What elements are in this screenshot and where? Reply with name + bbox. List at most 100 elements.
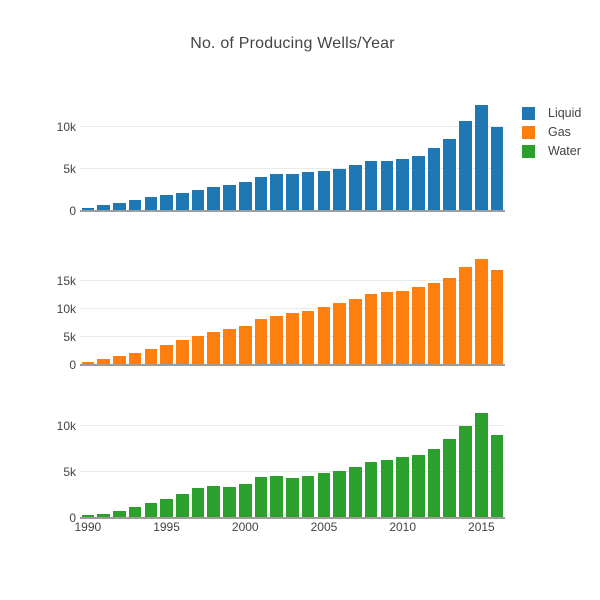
bar-liquid-1990[interactable] <box>81 207 95 211</box>
bar-water-2003[interactable] <box>286 477 299 518</box>
bar-liquid-1994[interactable] <box>144 197 158 211</box>
bar-gas-2012[interactable] <box>427 283 441 366</box>
legend-item-water[interactable]: Water <box>522 142 581 161</box>
bar-water-2012[interactable] <box>427 449 441 518</box>
bar-water-2014[interactable] <box>459 425 472 518</box>
bar-slot <box>222 253 238 366</box>
bar-slot <box>127 99 143 211</box>
bar-water-1999[interactable] <box>223 487 236 518</box>
bar-water-2015[interactable] <box>474 412 488 518</box>
bar-water-2009[interactable] <box>380 460 394 518</box>
bar-water-1993[interactable] <box>128 506 142 518</box>
bar-water-2010[interactable] <box>396 457 409 518</box>
bar-water-2004[interactable] <box>301 475 315 518</box>
bar-gas-2015[interactable] <box>474 259 488 366</box>
bar-water-1996[interactable] <box>175 493 189 518</box>
bar-gas-1995[interactable] <box>160 344 173 366</box>
bar-gas-2007[interactable] <box>349 299 362 366</box>
bar-gas-1993[interactable] <box>128 353 142 366</box>
bar-gas-2016[interactable] <box>490 270 504 366</box>
bar-liquid-1999[interactable] <box>223 184 236 211</box>
x-tick-label-2015: 2015 <box>468 520 495 534</box>
bar-gas-2003[interactable] <box>286 312 299 366</box>
bar-liquid-2012[interactable] <box>427 148 441 211</box>
bar-slot <box>395 406 411 518</box>
bar-slot <box>206 253 222 366</box>
bar-liquid-2016[interactable] <box>490 126 504 211</box>
bar-slot <box>458 406 474 518</box>
bar-gas-2009[interactable] <box>380 292 394 366</box>
bar-gas-1998[interactable] <box>207 331 221 366</box>
bar-liquid-2010[interactable] <box>396 158 409 211</box>
bar-slot <box>363 99 379 211</box>
bar-water-2008[interactable] <box>364 461 378 518</box>
bar-liquid-1998[interactable] <box>207 186 221 211</box>
bar-liquid-2003[interactable] <box>286 173 299 211</box>
bar-water-2011[interactable] <box>412 455 425 518</box>
bar-gas-1991[interactable] <box>97 359 110 366</box>
bar-liquid-2008[interactable] <box>364 161 378 211</box>
bar-liquid-2011[interactable] <box>412 155 425 211</box>
bar-water-1992[interactable] <box>113 511 126 518</box>
bar-water-1994[interactable] <box>144 503 158 518</box>
bar-gas-1990[interactable] <box>81 361 95 366</box>
bar-water-2002[interactable] <box>270 476 283 518</box>
bar-gas-2002[interactable] <box>270 315 283 366</box>
bar-water-1990[interactable] <box>81 515 95 518</box>
bar-water-1997[interactable] <box>191 488 205 518</box>
bar-liquid-2001[interactable] <box>254 176 268 211</box>
bar-water-2001[interactable] <box>254 476 268 518</box>
bar-liquid-1995[interactable] <box>160 195 173 211</box>
bar-water-1995[interactable] <box>160 499 173 518</box>
bar-slot <box>159 406 175 518</box>
bar-liquid-2002[interactable] <box>270 173 283 211</box>
bar-liquid-2007[interactable] <box>349 164 362 211</box>
bar-gas-2014[interactable] <box>459 267 472 366</box>
x-tick-label-1990: 1990 <box>74 520 102 534</box>
bar-slot <box>127 406 143 518</box>
gridline-gas-10k <box>80 307 505 309</box>
bar-liquid-1997[interactable] <box>191 189 205 211</box>
bar-gas-1994[interactable] <box>144 349 158 366</box>
bar-gas-2010[interactable] <box>396 290 409 366</box>
bar-water-2016[interactable] <box>490 434 504 518</box>
bar-gas-2008[interactable] <box>364 293 378 366</box>
bar-water-2006[interactable] <box>333 471 346 518</box>
bar-gas-2004[interactable] <box>301 310 315 366</box>
x-tick-label-2005: 2005 <box>310 520 338 534</box>
bar-slot <box>332 253 348 366</box>
bar-water-1998[interactable] <box>207 486 221 518</box>
gridline-water-5k <box>80 470 505 472</box>
bar-gas-1992[interactable] <box>113 356 126 366</box>
bar-slot <box>395 253 411 366</box>
bar-gas-2013[interactable] <box>443 278 457 366</box>
bar-gas-1996[interactable] <box>175 339 189 366</box>
bar-liquid-1993[interactable] <box>128 199 142 211</box>
bar-gas-1999[interactable] <box>223 329 236 366</box>
bar-gas-2001[interactable] <box>254 319 268 366</box>
bar-water-2007[interactable] <box>349 466 362 518</box>
bar-liquid-1991[interactable] <box>97 205 110 211</box>
legend-item-liquid[interactable]: Liquid <box>522 104 581 123</box>
bar-gas-2005[interactable] <box>317 306 331 366</box>
bar-liquid-2004[interactable] <box>301 171 315 211</box>
bar-water-2013[interactable] <box>443 439 457 518</box>
bar-liquid-1992[interactable] <box>113 203 126 211</box>
bar-liquid-2005[interactable] <box>317 170 331 211</box>
bar-water-2000[interactable] <box>238 483 252 518</box>
bar-liquid-2013[interactable] <box>443 138 457 211</box>
bar-liquid-2015[interactable] <box>474 104 488 211</box>
bar-liquid-2006[interactable] <box>333 168 346 211</box>
bar-water-1991[interactable] <box>97 513 110 518</box>
bar-liquid-1996[interactable] <box>175 192 189 211</box>
bar-liquid-2000[interactable] <box>238 181 252 211</box>
bar-slot <box>489 253 505 366</box>
bar-gas-1997[interactable] <box>191 335 205 366</box>
bar-liquid-2014[interactable] <box>459 121 472 211</box>
legend-item-gas[interactable]: Gas <box>522 123 581 142</box>
bar-liquid-2009[interactable] <box>380 161 394 211</box>
bar-water-2005[interactable] <box>317 473 331 518</box>
bar-gas-2000[interactable] <box>238 326 252 366</box>
bar-gas-2006[interactable] <box>333 302 346 366</box>
bar-gas-2011[interactable] <box>412 287 425 366</box>
